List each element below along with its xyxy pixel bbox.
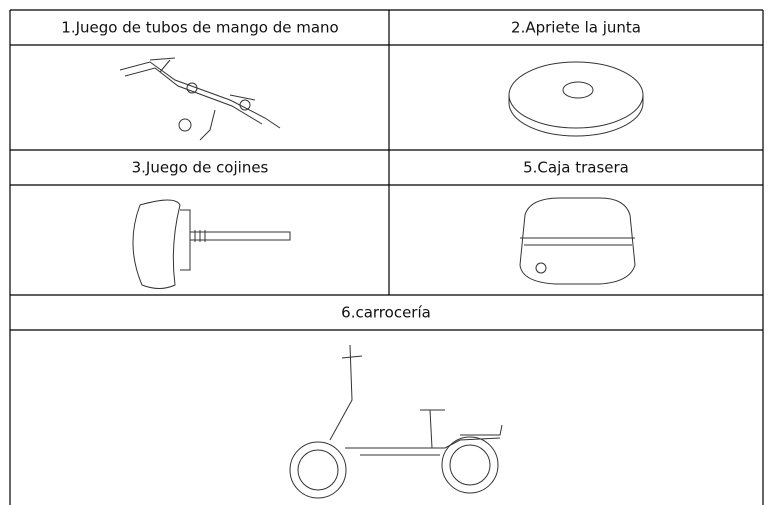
cell-label: 3.Juego de cojines <box>132 159 269 177</box>
cell-label: 6.carrocería <box>341 304 431 322</box>
cell-label: 2.Apriete la junta <box>511 19 641 37</box>
cell-label: 5.Caja trasera <box>523 159 629 177</box>
gasket-drawing <box>508 61 644 137</box>
scooter-drawing <box>289 344 503 499</box>
top-case-drawing <box>519 197 636 285</box>
table-borders <box>9 9 764 505</box>
handlebar-drawing <box>119 57 281 141</box>
cell-label: 1.Juego de tubos de mango de mano <box>61 19 338 37</box>
cushion-drawing <box>132 199 291 289</box>
